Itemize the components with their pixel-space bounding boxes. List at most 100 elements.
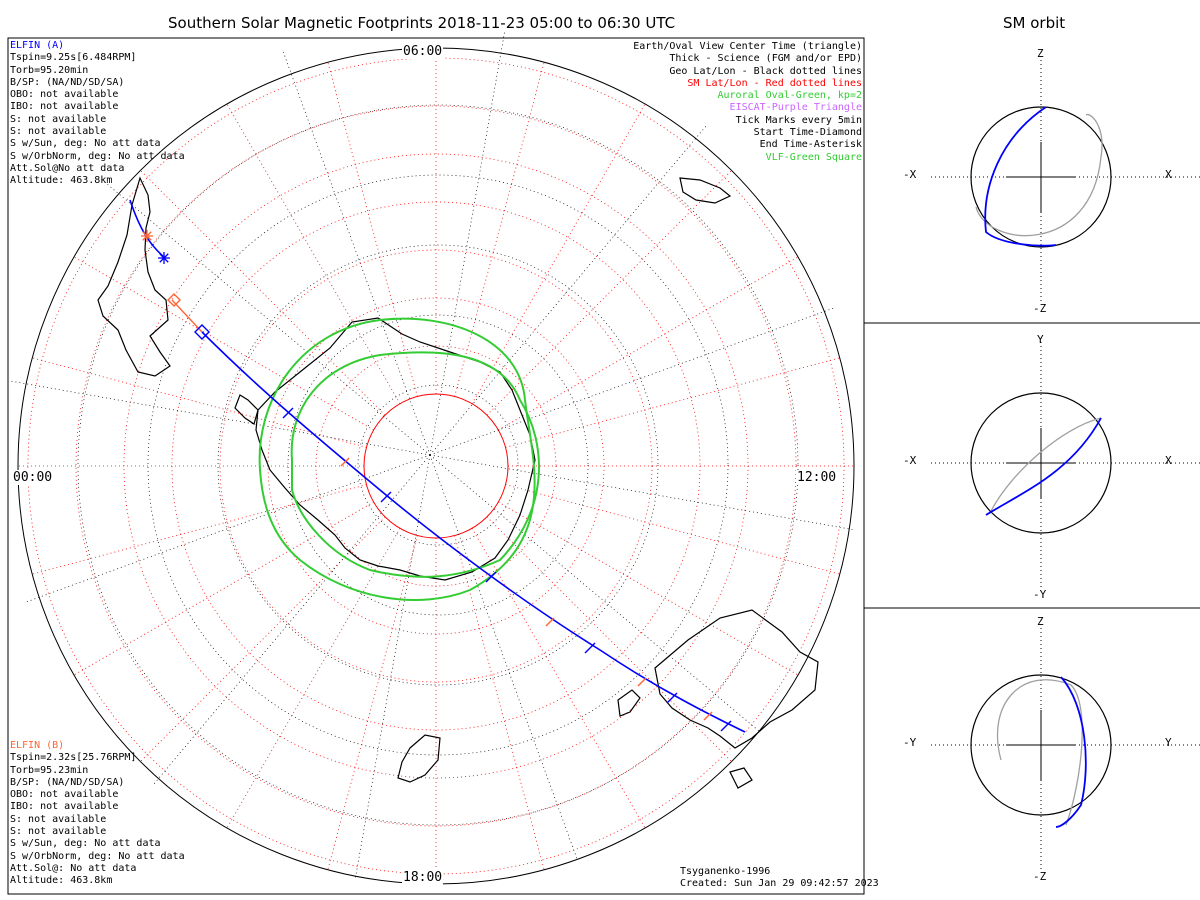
orbit-axis-label: -Y xyxy=(1033,588,1047,601)
elfin-b-info: ELFIN (B) Tspin=2.32s[25.76RPM] Torb=95.2… xyxy=(10,740,185,888)
elfin-a-tick xyxy=(282,407,294,419)
orbit-blue-path xyxy=(1055,676,1087,828)
elfin-b-line: Att.Sol@: No att data xyxy=(10,862,137,874)
geo-lon-line xyxy=(429,454,578,860)
sm-lon-line xyxy=(138,168,386,416)
footer-model: Tsyganenko-1996 xyxy=(680,866,771,877)
mlt-label-right: 12:00 xyxy=(796,470,838,485)
orbit-axis-label: -Z xyxy=(1033,302,1047,315)
elfin-a-info: ELFIN (A) Tspin=9.25s[6.484RPM] Torb=95.2… xyxy=(10,40,185,188)
sm-lat-circle xyxy=(267,297,605,635)
orbit-axis-label: Z xyxy=(1037,47,1044,60)
antarctic-peninsula xyxy=(234,394,259,425)
elfin-a-line: S w/OrbNorm, deg: No att data xyxy=(10,150,185,162)
legend: Earth/Oval View Center Time (triangle) Th… xyxy=(633,41,862,164)
orbit-axis-label: Z xyxy=(1037,615,1044,628)
new-zealand xyxy=(617,689,641,717)
legend-item: Tick Marks every 5min xyxy=(735,114,862,126)
sm-lon-line xyxy=(30,484,367,576)
auroral-ovals xyxy=(258,317,540,601)
elfin-a-line: Att.Sol@No att data xyxy=(10,162,125,174)
sm-lon-line xyxy=(471,528,647,830)
orbit-axis-label: Y xyxy=(1037,333,1044,346)
sm-lon-line xyxy=(486,516,734,764)
elfin-b-tick xyxy=(340,457,350,467)
elfin-b-end-asterisk xyxy=(141,230,153,242)
geo-lon-line xyxy=(354,454,431,879)
legend-item: Start Time-Diamond xyxy=(753,127,862,139)
elfin-b-line: Tspin=2.32s[25.76RPM] xyxy=(10,752,137,764)
geo-lon-line xyxy=(6,379,431,456)
elfin-a-name: ELFIN (A) xyxy=(10,40,65,51)
elfin-b-line: OBO: not available xyxy=(10,789,119,801)
mlt-label-bottom: 18:00 xyxy=(402,870,444,885)
antarctica-coast xyxy=(255,317,536,581)
orbit-axis-label: -Y xyxy=(903,736,917,749)
oval-inner xyxy=(290,351,540,578)
orbit-panel-2 xyxy=(931,338,1200,588)
orbit-blue-path xyxy=(985,417,1102,516)
sm-lon-line xyxy=(454,60,546,397)
elfin-a-line: IBO: not available xyxy=(10,101,119,113)
geo-lat-circle xyxy=(287,314,589,616)
elfin-a-tick xyxy=(666,692,678,704)
geo-lon-line xyxy=(100,178,431,456)
elfin-b-name: ELFIN (B) xyxy=(10,740,65,751)
elfin-a-tick xyxy=(485,571,497,583)
legend-item: EISCAT-Purple Triangle xyxy=(729,102,862,114)
mlt-label-top: 06:00 xyxy=(402,44,444,59)
elfin-a-line: S w/Sun, deg: No att data xyxy=(10,138,161,150)
geo-lon-line xyxy=(282,50,431,456)
sm-lon-line xyxy=(326,60,418,397)
orbit-axis-label: Y xyxy=(1165,736,1172,749)
geo-lat-circle xyxy=(357,384,519,546)
orbit-axis-label: -X xyxy=(903,168,917,181)
elfin-b-tick xyxy=(545,617,555,627)
geo-lon-line xyxy=(429,125,707,456)
africa-coast xyxy=(679,177,732,204)
madagascar xyxy=(397,734,441,783)
plot-title: Southern Solar Magnetic Footprints 2018-… xyxy=(168,14,676,32)
orbit-axis-label: X xyxy=(1165,168,1172,181)
sm-lon-line xyxy=(72,501,374,677)
sm-lon-line xyxy=(454,535,546,872)
geo-lon-line xyxy=(429,454,760,732)
elfin-b-line: S: not available xyxy=(10,826,107,838)
elfin-b-line: S w/Sun, deg: No att data xyxy=(10,838,161,850)
orbit-panel-1 xyxy=(931,52,1200,302)
legend-item: Thick - Science (FGM and/or EPD) xyxy=(669,53,862,65)
elfin-a-end-asterisk xyxy=(158,252,170,264)
elfin-a-line: S: not available xyxy=(10,126,107,138)
orbit-axis-label: -Z xyxy=(1033,870,1047,883)
south-america-coast xyxy=(97,176,171,377)
elfin-b-line: S: not available xyxy=(10,813,107,825)
sm-lon-line xyxy=(326,535,418,872)
orbit-gray-path xyxy=(990,417,1102,512)
elfin-b-line: IBO: not available xyxy=(10,801,119,813)
elfin-a-tick xyxy=(584,642,596,654)
sm-lon-line xyxy=(498,501,800,677)
elfin-a-line: B/SP: (NA/ND/SD/SA) xyxy=(10,76,125,88)
footer-created: Created: Sun Jan 29 09:42:57 2023 xyxy=(680,878,879,890)
elfin-b-line: Torb=95.23min xyxy=(10,764,89,776)
elfin-a-line: Torb=95.20min xyxy=(10,64,89,76)
legend-item: SM Lat/Lon - Red dotted lines xyxy=(687,77,862,89)
oval-outer xyxy=(258,317,536,601)
orbit-title: SM orbit xyxy=(1003,14,1066,32)
australia-coast xyxy=(654,609,819,749)
geo-lon-line xyxy=(429,454,854,531)
sm-lat-circle xyxy=(363,393,509,539)
elfin-b-track xyxy=(171,299,203,333)
elfin-a-line: OBO: not available xyxy=(10,89,119,101)
orbit-gray-path xyxy=(975,114,1103,237)
elfin-a-line: Tspin=9.25s[6.484RPM] xyxy=(10,52,137,64)
elfin-a-track-start xyxy=(129,199,166,259)
sm-lon-line xyxy=(505,356,842,448)
elfin-a-line: S: not available xyxy=(10,113,107,125)
elfin-b-lines: Tspin=2.32s[25.76RPM] Torb=95.23min B/SP: … xyxy=(10,752,185,887)
footprint-tracks xyxy=(129,199,746,733)
geo-lat-circle xyxy=(217,244,659,686)
geo-lat-circle xyxy=(147,174,729,756)
sm-lon-line xyxy=(225,102,401,404)
sm-lon-line xyxy=(138,516,386,764)
